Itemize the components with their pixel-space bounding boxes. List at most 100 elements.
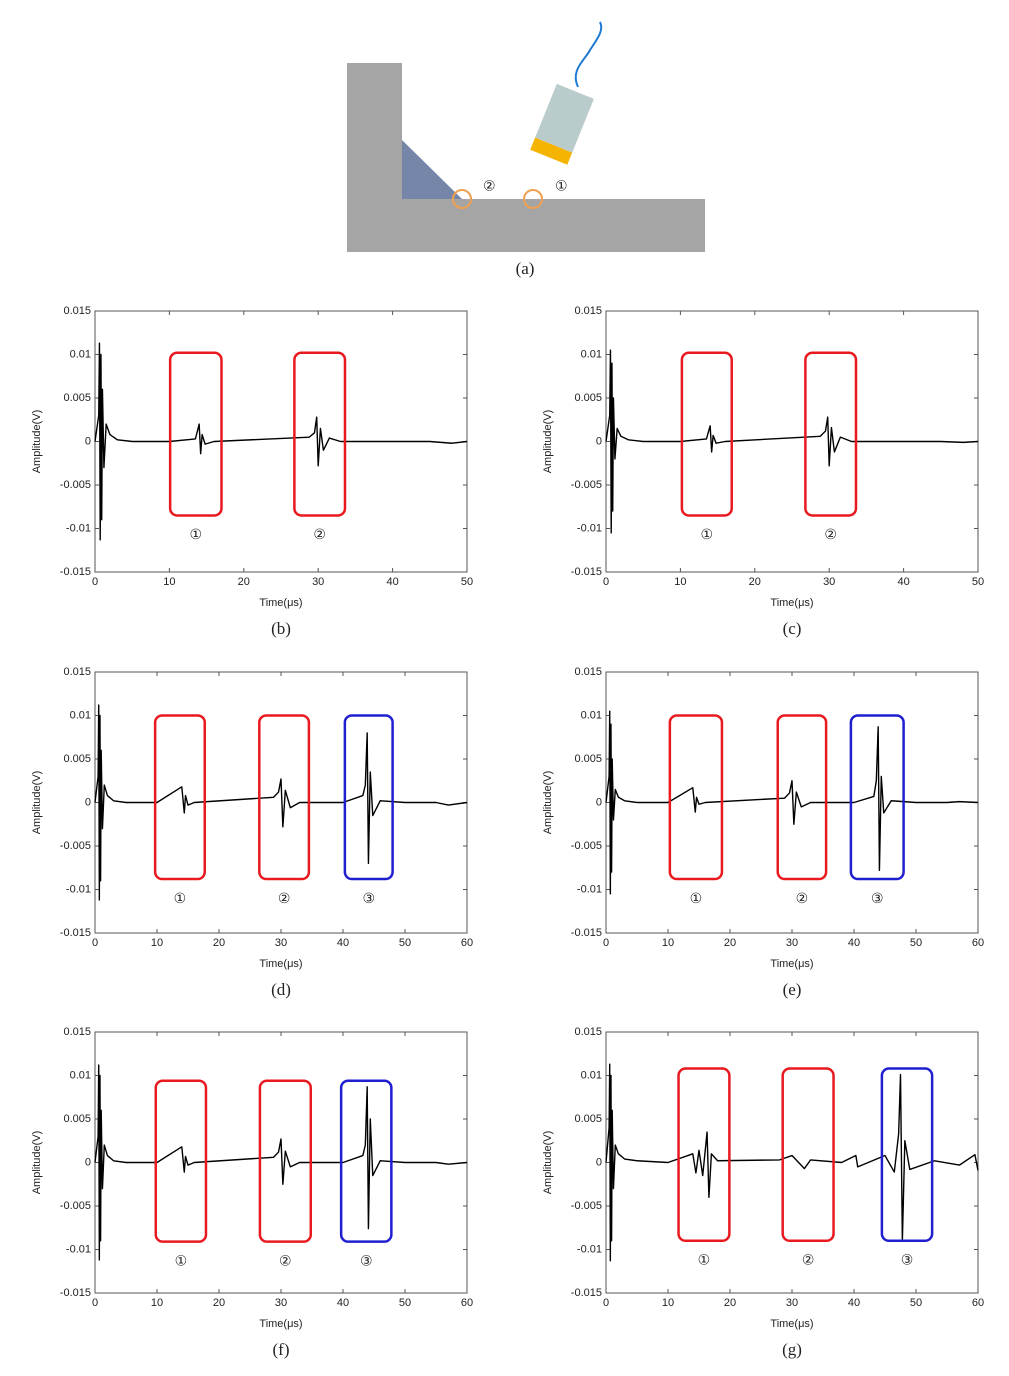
y-tick-label: 0.01: [70, 348, 91, 360]
x-tick-label: 40: [386, 576, 398, 588]
x-tick-label: 20: [749, 576, 761, 588]
y-tick-label: 0: [596, 435, 602, 447]
region-label: ②: [313, 526, 326, 542]
y-tick-label: -0.005: [571, 840, 602, 852]
x-tick-label: 40: [337, 937, 349, 949]
x-tick-label: 30: [786, 1297, 798, 1309]
x-tick-label: 20: [238, 576, 250, 588]
x-tick-label: 10: [163, 576, 175, 588]
x-tick-label: 30: [275, 937, 287, 949]
y-tick-label: 0.01: [581, 1069, 602, 1081]
y-tick-label: 0.005: [574, 392, 602, 404]
point-marker: [523, 189, 543, 209]
x-tick-label: 20: [724, 1297, 736, 1309]
y-tick-label: 0.01: [70, 1069, 91, 1081]
y-tick-label: 0.01: [70, 709, 91, 721]
l-plate: [347, 63, 705, 252]
y-tick-label: -0.015: [60, 566, 91, 578]
probe-cable: [574, 21, 603, 88]
region-box: [343, 714, 394, 881]
y-tick-label: 0.01: [581, 709, 602, 721]
probe-wedge: [530, 137, 573, 165]
caption: (c): [783, 619, 802, 638]
region-label: ②: [802, 1252, 815, 1268]
chart: -0.015 -0.01 -0.005 0 0.005 0.01 0.015 0 10 20 30 4…: [31, 1026, 473, 1359]
chart: -0.015 -0.01 -0.005 0 0.005 0.01 0.015 0 10 20 30 4…: [31, 305, 473, 638]
y-tick-label: -0.01: [577, 522, 602, 534]
x-tick-label: 50: [399, 1297, 411, 1309]
region-label: ①: [190, 526, 203, 542]
y-tick-label: -0.005: [571, 479, 602, 491]
y-tick-label: 0: [85, 796, 91, 808]
y-tick-label: -0.015: [571, 1287, 602, 1299]
region-label: ②: [824, 526, 837, 542]
x-tick-label: 50: [972, 576, 984, 588]
y-tick-label: 0: [85, 1156, 91, 1168]
region-box: [668, 714, 724, 881]
region-box: [258, 1079, 313, 1243]
probe: [530, 83, 594, 165]
region-label: ①: [174, 890, 187, 906]
x-tick-label: 20: [724, 937, 736, 949]
region-box: [781, 1067, 835, 1243]
signal-line: [605, 1063, 979, 1262]
x-tick-label: 10: [151, 937, 163, 949]
y-tick-label: 0.005: [574, 1113, 602, 1125]
probe-body: [535, 83, 594, 153]
chart: -0.015 -0.01 -0.005 0 0.005 0.01 0.015 0 10 20 30 4…: [542, 305, 984, 638]
region-box: [680, 351, 733, 517]
region-label: ①: [175, 1252, 188, 1268]
region-label: ③: [871, 890, 884, 906]
x-tick-label: 10: [662, 937, 674, 949]
y-tick-label: -0.005: [60, 1200, 91, 1212]
weld-fillet: [402, 140, 462, 199]
x-tick-label: 50: [461, 576, 473, 588]
region-label: ③: [901, 1252, 914, 1268]
chart: -0.015 -0.01 -0.005 0 0.005 0.01 0.015 0 10 20 30 4…: [542, 666, 984, 999]
y-tick-label: 0.005: [63, 753, 91, 765]
y-tick-label: -0.005: [60, 840, 91, 852]
signal-line: [605, 349, 979, 534]
region-box: [880, 1067, 934, 1243]
x-tick-label: 30: [275, 1297, 287, 1309]
caption: (d): [271, 980, 291, 999]
y-tick-label: -0.005: [60, 479, 91, 491]
x-tick-label: 20: [213, 1297, 225, 1309]
y-axis-label: Amplitude(V): [31, 771, 43, 835]
x-tick-label: 60: [461, 937, 473, 949]
point-label: ①: [555, 178, 568, 194]
x-tick-label: 30: [823, 576, 835, 588]
chart: -0.015 -0.01 -0.005 0 0.005 0.01 0.015 0 10 20 30 4…: [542, 1026, 984, 1359]
region-box: [153, 714, 206, 881]
x-axis-label: Time(μs): [770, 597, 813, 609]
y-tick-label: -0.015: [60, 1287, 91, 1299]
y-tick-label: -0.01: [577, 883, 602, 895]
caption: (e): [783, 980, 802, 999]
signal-line: [94, 704, 468, 901]
x-tick-label: 60: [972, 1297, 984, 1309]
x-tick-label: 40: [337, 1297, 349, 1309]
point-label: ②: [483, 178, 496, 194]
y-tick-label: 0.015: [63, 1026, 91, 1038]
x-axis-label: Time(μs): [259, 958, 302, 970]
x-tick-label: 0: [92, 576, 98, 588]
region-box: [776, 714, 828, 881]
y-tick-label: 0.015: [63, 305, 91, 317]
y-tick-label: 0.015: [63, 666, 91, 678]
y-tick-label: -0.005: [571, 1200, 602, 1212]
region-label: ③: [360, 1252, 373, 1268]
region-box: [339, 1079, 393, 1243]
caption: (g): [782, 1340, 802, 1359]
region-label: ②: [278, 890, 291, 906]
region-box: [804, 351, 858, 517]
x-axis-label: Time(μs): [259, 1318, 302, 1330]
signal-line: [605, 710, 979, 895]
y-axis-label: Amplitude(V): [542, 410, 554, 474]
x-tick-label: 60: [972, 937, 984, 949]
signal-line: [94, 342, 468, 541]
caption: (f): [273, 1340, 290, 1359]
y-tick-label: 0: [596, 1156, 602, 1168]
y-tick-label: 0.005: [574, 753, 602, 765]
region-label: ②: [796, 890, 809, 906]
x-tick-label: 0: [603, 576, 609, 588]
